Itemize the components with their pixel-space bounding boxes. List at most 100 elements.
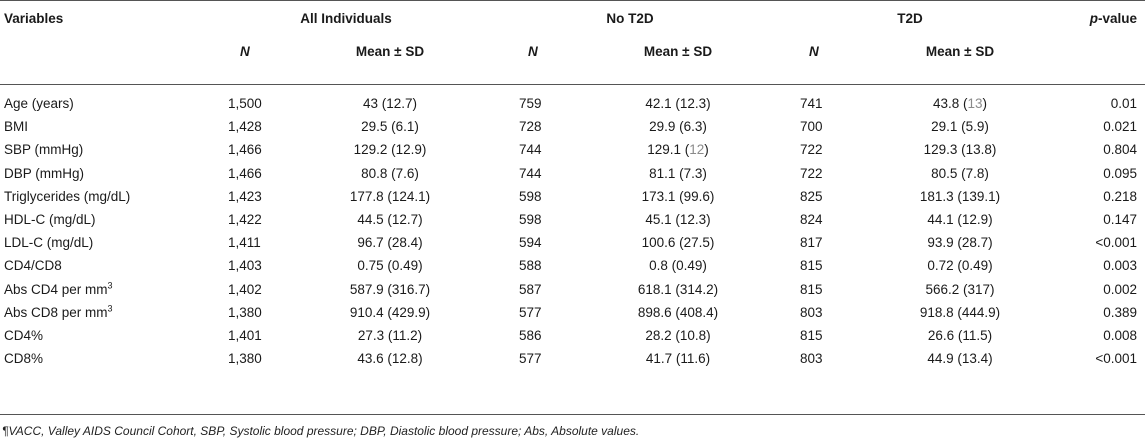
cell-mean-all: 43.6 (12.8) bbox=[357, 351, 423, 367]
cell-mean-no-t2d: 0.8 (0.49) bbox=[649, 258, 707, 274]
cell-n-t2d: 741 bbox=[800, 96, 823, 111]
row-label: DBP (mmHg) bbox=[4, 165, 85, 181]
cell-mean-no-t2d-part: 129.1 ( bbox=[647, 142, 690, 158]
cell-mean-t2d-part: 43.8 ( bbox=[932, 96, 968, 111]
cell-p-value: 0.002 bbox=[1103, 281, 1137, 297]
cell-mean-t2d: 44.1 (12.9) bbox=[927, 211, 993, 227]
cell-n-no-t2d: 577 bbox=[519, 304, 542, 320]
table-row: CD8% 1,380 43.6 (12.8) 577 41.7 (11.6) 8… bbox=[0, 347, 1145, 370]
cell-n-t2d: 815 bbox=[800, 327, 823, 343]
row-label-text: Abs CD8 per mm bbox=[4, 304, 108, 320]
cell-mean-all: 0.75 (0.49) bbox=[357, 258, 423, 274]
table-row: Abs CD4 per mm3 1,402 587.9 (316.7) 587 … bbox=[0, 278, 1145, 301]
cell-mean-t2d: 93.9 (28.7) bbox=[927, 235, 993, 251]
cell-mean-t2d: 129.3 (13.8) bbox=[923, 142, 997, 158]
cell-mean-no-t2d: 41.7 (11.6) bbox=[645, 351, 711, 367]
cell-mean-no-t2d-sd: 12 bbox=[689, 142, 705, 158]
header-mean-sd-t2d: Mean ± SD bbox=[925, 44, 995, 59]
cell-mean-all: 177.8 (124.1) bbox=[349, 188, 431, 204]
cell-mean-t2d: 26.6 (11.5) bbox=[927, 327, 993, 343]
cell-n-no-t2d: 759 bbox=[519, 96, 542, 111]
cell-p-value: 0.095 bbox=[1103, 165, 1137, 181]
cell-p-value: 0.804 bbox=[1103, 142, 1137, 158]
row-label-sup: 3 bbox=[107, 303, 113, 314]
cell-n-no-t2d: 586 bbox=[519, 327, 542, 343]
cell-mean-no-t2d: 29.9 (6.3) bbox=[649, 119, 707, 135]
cell-mean-all: 587.9 (316.7) bbox=[349, 281, 431, 297]
header-variables: Variables bbox=[4, 11, 64, 26]
cell-n-t2d: 700 bbox=[800, 119, 823, 135]
row-label: Age (years) bbox=[4, 96, 74, 111]
cell-p-value: 0.008 bbox=[1103, 327, 1137, 343]
cell-n-t2d: 817 bbox=[800, 235, 823, 251]
table-body: Age (years) 1,500 43 (12.7) 759 42.1 (12… bbox=[0, 85, 1145, 370]
header-n-t2d: N bbox=[809, 44, 819, 59]
table-bottom-rule bbox=[0, 414, 1145, 415]
footnote-mark: ¶ bbox=[2, 424, 9, 438]
cell-n-no-t2d: 587 bbox=[519, 281, 542, 297]
header-p-suffix: -value bbox=[1097, 11, 1137, 26]
cell-n-no-t2d: 594 bbox=[519, 235, 542, 251]
cell-mean-t2d: 181.3 (139.1) bbox=[919, 188, 1001, 204]
table-row: LDL-C (mg/dL) 1,411 96.7 (28.4) 594 100.… bbox=[0, 231, 1145, 254]
table-row: SBP (mmHg) 1,466 129.2 (12.9) 744 129.1 … bbox=[0, 138, 1145, 161]
cell-mean-t2d: 918.8 (444.9) bbox=[919, 304, 1001, 320]
cell-mean-all: 96.7 (28.4) bbox=[357, 235, 423, 251]
cell-mean-all: 910.4 (429.9) bbox=[349, 304, 431, 320]
cell-n-t2d: 825 bbox=[800, 188, 823, 204]
table-row: CD4% 1,401 27.3 (11.2) 586 28.2 (10.8) 8… bbox=[0, 324, 1145, 347]
cell-mean-no-t2d: 28.2 (10.8) bbox=[645, 327, 711, 343]
header-group-t2d: T2D bbox=[897, 11, 923, 26]
cell-n-no-t2d: 598 bbox=[519, 211, 542, 227]
cell-n-all: 1,466 bbox=[228, 142, 262, 158]
cell-n-no-t2d: 744 bbox=[519, 142, 542, 158]
header-row-groups: Variables All Individuals No T2D T2D p-v… bbox=[0, 0, 1145, 37]
header-group-all: All Individuals bbox=[300, 11, 392, 26]
cell-n-t2d: 722 bbox=[800, 165, 823, 181]
cell-mean-no-t2d: 100.6 (27.5) bbox=[641, 235, 715, 251]
row-label: SBP (mmHg) bbox=[4, 142, 84, 158]
header-n-no-t2d: N bbox=[528, 44, 538, 59]
cell-n-no-t2d: 588 bbox=[519, 258, 542, 274]
cell-n-all: 1,423 bbox=[228, 188, 262, 204]
cell-p-value: 0.01 bbox=[1110, 96, 1137, 111]
row-label-text: Abs CD4 per mm bbox=[4, 281, 108, 297]
table-row: CD4/CD8 1,403 0.75 (0.49) 588 0.8 (0.49)… bbox=[0, 254, 1145, 277]
cell-mean-t2d-part: ) bbox=[982, 96, 988, 111]
cell-n-all: 1,380 bbox=[228, 351, 262, 367]
cell-p-value: 0.389 bbox=[1103, 304, 1137, 320]
cell-n-all: 1,403 bbox=[228, 258, 262, 274]
row-label: Abs CD8 per mm3 bbox=[4, 301, 113, 324]
header-mean-sd-no-t2d: Mean ± SD bbox=[643, 44, 713, 59]
cell-n-all: 1,402 bbox=[228, 281, 262, 297]
cell-n-all: 1,380 bbox=[228, 304, 262, 320]
header-group-no-t2d: No T2D bbox=[606, 11, 654, 26]
cell-n-all: 1,428 bbox=[228, 119, 262, 135]
row-label: CD4/CD8 bbox=[4, 258, 62, 274]
table-row: HDL-C (mg/dL) 1,422 44.5 (12.7) 598 45.1… bbox=[0, 208, 1145, 231]
table-row: DBP (mmHg) 1,466 80.8 (7.6) 744 81.1 (7.… bbox=[0, 162, 1145, 185]
header-p-letter: p bbox=[1089, 11, 1098, 26]
cell-mean-t2d: 43.8 (13) bbox=[900, 92, 1020, 115]
cell-n-t2d: 824 bbox=[800, 211, 823, 227]
row-label: Abs CD4 per mm3 bbox=[4, 278, 113, 301]
row-label: HDL-C (mg/dL) bbox=[4, 211, 96, 227]
cell-n-t2d: 803 bbox=[800, 351, 823, 367]
row-label: LDL-C (mg/dL) bbox=[4, 235, 94, 251]
cell-mean-no-t2d: 618.1 (314.2) bbox=[637, 281, 719, 297]
table-row: Abs CD8 per mm3 1,380 910.4 (429.9) 577 … bbox=[0, 301, 1145, 324]
cell-mean-t2d: 44.9 (13.4) bbox=[927, 351, 993, 367]
cell-mean-all: 29.5 (6.1) bbox=[361, 119, 419, 135]
table-row: BMI 1,428 29.5 (6.1) 728 29.9 (6.3) 700 … bbox=[0, 115, 1145, 138]
row-label: CD8% bbox=[4, 351, 44, 367]
cell-p-value: <0.001 bbox=[1095, 351, 1137, 367]
cell-mean-all: 44.5 (12.7) bbox=[357, 211, 423, 227]
cell-mean-all: 80.8 (7.6) bbox=[361, 165, 419, 181]
cell-n-no-t2d: 577 bbox=[519, 351, 542, 367]
table-row: Triglycerides (mg/dL) 1,423 177.8 (124.1… bbox=[0, 185, 1145, 208]
cell-mean-no-t2d: 81.1 (7.3) bbox=[649, 165, 707, 181]
cell-p-value: 0.021 bbox=[1103, 119, 1137, 135]
cell-n-all: 1,466 bbox=[228, 165, 262, 181]
cell-n-all: 1,401 bbox=[228, 327, 262, 343]
cell-mean-no-t2d-part: ) bbox=[704, 142, 709, 158]
